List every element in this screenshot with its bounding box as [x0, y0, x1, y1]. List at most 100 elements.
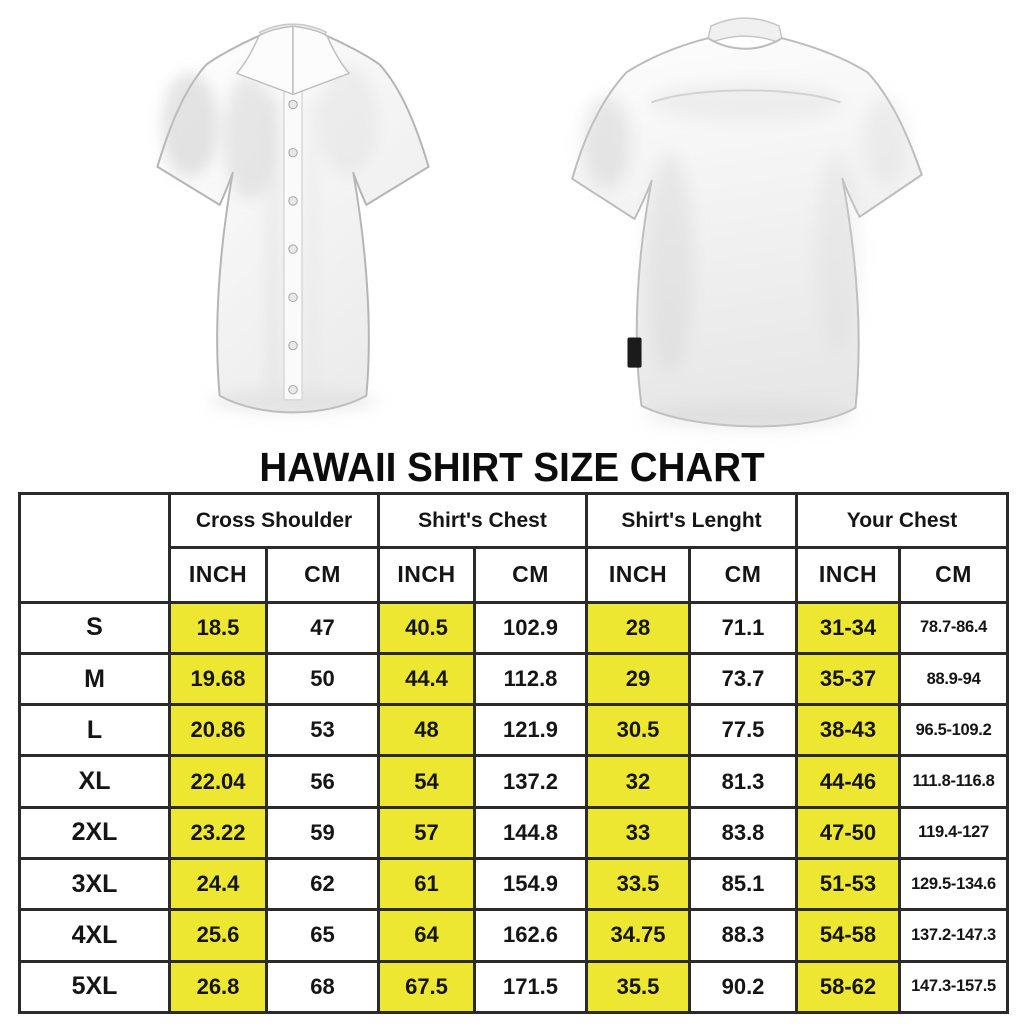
value-cell: 112.8 — [473, 651, 588, 707]
size-cell: S — [18, 600, 171, 655]
unit-header-inch: INCH — [168, 546, 268, 604]
value-cell: 29 — [585, 651, 691, 707]
size-cell: 4XL — [18, 908, 171, 963]
value-cell: 54 — [377, 754, 476, 809]
value-cell: 83.8 — [687, 805, 799, 861]
table-row-xl: XL 22.04 56 54 137.2 32 81.3 44-46 111.8… — [18, 754, 1010, 809]
value-cell: 40.5 — [377, 600, 476, 655]
value-cell: 44-46 — [795, 754, 902, 809]
value-cell: 48 — [377, 703, 476, 758]
unit-header-cm: CM — [898, 546, 1010, 604]
group-header-row: Cross Shoulder Shirt's Chest Shirt's Len… — [18, 491, 1010, 604]
value-cell: 137.2 — [473, 754, 588, 809]
unit-header-inch: INCH — [585, 546, 691, 604]
group-header-cross-shoulder: Cross Shoulder — [168, 491, 380, 550]
value-cell: 35.5 — [585, 959, 691, 1015]
value-cell: 44.4 — [377, 651, 476, 707]
value-cell: 33 — [585, 805, 691, 861]
value-cell: 73.7 — [687, 651, 799, 707]
group-header-your-chest: Your Chest — [795, 491, 1010, 550]
value-cell: 31-34 — [795, 600, 902, 655]
front-shirt-image — [156, 23, 430, 414]
value-cell: 162.6 — [473, 908, 588, 963]
value-cell: 77.5 — [687, 703, 799, 758]
value-cell: 61 — [377, 857, 476, 912]
value-cell: 35-37 — [795, 651, 902, 707]
button-placket — [283, 87, 303, 401]
size-cell: L — [18, 703, 171, 758]
value-cell: 154.9 — [473, 857, 588, 912]
value-cell: 28 — [585, 600, 691, 655]
value-cell: 111.8-116.8 — [898, 754, 1010, 809]
value-cell: 59 — [265, 805, 380, 861]
back-collar — [705, 17, 785, 46]
unit-header-cm: CM — [687, 546, 799, 604]
table-row-5xl: 5XL 26.8 68 67.5 171.5 35.5 90.2 58-62 1… — [18, 959, 1010, 1015]
value-cell: 58-62 — [795, 959, 902, 1015]
value-cell: 33.5 — [585, 857, 691, 912]
corner-cell — [18, 492, 171, 604]
value-cell: 102.9 — [473, 600, 588, 655]
value-cell: 119.4-127 — [898, 805, 1010, 861]
value-cell: 47-50 — [795, 805, 902, 861]
value-cell: 30.5 — [585, 703, 691, 758]
value-cell: 121.9 — [473, 703, 588, 758]
unit-header-inch: INCH — [795, 546, 902, 604]
value-cell: 50 — [265, 651, 380, 707]
value-cell: 25.6 — [168, 908, 268, 963]
value-cell: 90.2 — [687, 959, 799, 1015]
value-cell: 67.5 — [377, 959, 476, 1015]
shirt-buttons — [288, 99, 298, 395]
table-row-4xl: 4XL 25.6 65 64 162.6 34.75 88.3 54-58 13… — [18, 908, 1010, 963]
value-cell: 53 — [265, 703, 380, 758]
table-row-m: M 19.68 50 44.4 112.8 29 73.7 35-37 88.9… — [18, 651, 1010, 707]
size-cell: 2XL — [18, 805, 171, 861]
value-cell: 88.3 — [687, 908, 799, 963]
value-cell: 51-53 — [795, 857, 902, 912]
value-cell: 81.3 — [687, 754, 799, 809]
unit-header-cm: CM — [473, 546, 588, 604]
value-cell: 47 — [265, 600, 380, 655]
size-chart-table: Cross Shoulder Shirt's Chest Shirt's Len… — [18, 491, 1010, 1015]
group-header-shirts-chest: Shirt's Chest — [377, 491, 588, 550]
value-cell: 18.5 — [168, 600, 268, 655]
value-cell: 38-43 — [795, 703, 902, 758]
value-cell: 56 — [265, 754, 380, 809]
table-row-2xl: 2XL 23.22 59 57 144.8 33 83.8 47-50 119.… — [18, 805, 1010, 861]
hem-tag — [627, 337, 642, 368]
page-title: HAWAII SHIRT SIZE CHART — [259, 444, 765, 490]
value-cell: 129.5-134.6 — [898, 857, 1010, 912]
unit-header-row: INCH CM INCH CM INCH CM INCH CM — [20, 546, 1010, 604]
value-cell: 26.8 — [168, 959, 268, 1015]
back-shirt-image — [571, 17, 923, 429]
value-cell: 68 — [265, 959, 380, 1015]
table-row-3xl: 3XL 24.4 62 61 154.9 33.5 85.1 51-53 129… — [18, 857, 1010, 912]
table-row-l: L 20.86 53 48 121.9 30.5 77.5 38-43 96.5… — [18, 703, 1010, 758]
size-cell: 5XL — [18, 959, 171, 1015]
unit-header-cm: CM — [265, 546, 380, 604]
value-cell: 96.5-109.2 — [898, 703, 1010, 758]
value-cell: 64 — [377, 908, 476, 963]
value-cell: 85.1 — [687, 857, 799, 912]
value-cell: 137.2-147.3 — [898, 908, 1010, 963]
value-cell: 62 — [265, 857, 380, 912]
value-cell: 78.7-86.4 — [898, 600, 1010, 655]
value-cell: 57 — [377, 805, 476, 861]
size-cell: M — [18, 651, 171, 707]
shirt-collar — [235, 25, 351, 96]
unit-header-inch: INCH — [377, 546, 476, 604]
value-cell: 32 — [585, 754, 691, 809]
value-cell: 24.4 — [168, 857, 268, 912]
value-cell: 171.5 — [473, 959, 588, 1015]
value-cell: 34.75 — [585, 908, 691, 963]
value-cell: 147.3-157.5 — [898, 959, 1010, 1015]
value-cell: 88.9-94 — [898, 651, 1010, 707]
value-cell: 144.8 — [473, 805, 588, 861]
value-cell: 23.22 — [168, 805, 268, 861]
size-cell: XL — [18, 754, 171, 809]
value-cell: 54-58 — [795, 908, 902, 963]
value-cell: 65 — [265, 908, 380, 963]
group-header-shirts-lenght: Shirt's Lenght — [584, 491, 799, 550]
value-cell: 20.86 — [168, 703, 268, 758]
